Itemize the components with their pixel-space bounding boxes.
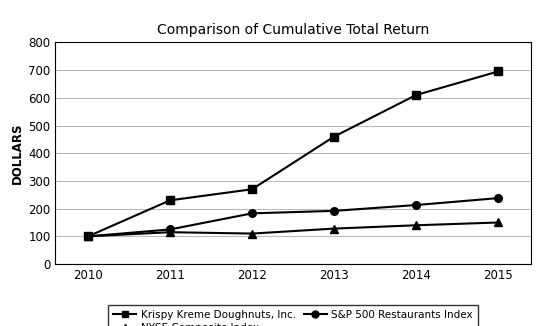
S&P 500 Restaurants Index — [331, 209, 337, 213]
Krispy Kreme Doughnuts, Inc. — [331, 135, 337, 139]
Line: NYSE Composite Index: NYSE Composite Index — [84, 219, 502, 240]
NYSE Composite Index — [167, 230, 174, 234]
S&P 500 Restaurants Index — [249, 211, 255, 215]
Line: S&P 500 Restaurants Index: S&P 500 Restaurants Index — [84, 194, 502, 240]
S&P 500 Restaurants Index — [413, 203, 419, 207]
S&P 500 Restaurants Index — [495, 196, 502, 200]
Krispy Kreme Doughnuts, Inc. — [495, 69, 502, 73]
Krispy Kreme Doughnuts, Inc. — [413, 93, 419, 97]
Legend: Krispy Kreme Doughnuts, Inc., NYSE Composite Index, S&P 500 Restaurants Index: Krispy Kreme Doughnuts, Inc., NYSE Compo… — [108, 305, 478, 326]
NYSE Composite Index — [85, 234, 91, 238]
S&P 500 Restaurants Index — [85, 234, 91, 238]
NYSE Composite Index — [495, 220, 502, 224]
Krispy Kreme Doughnuts, Inc. — [249, 187, 255, 191]
Y-axis label: DOLLARS: DOLLARS — [11, 123, 24, 184]
Krispy Kreme Doughnuts, Inc. — [167, 198, 174, 202]
Krispy Kreme Doughnuts, Inc. — [85, 234, 91, 238]
Line: Krispy Kreme Doughnuts, Inc.: Krispy Kreme Doughnuts, Inc. — [84, 68, 502, 240]
NYSE Composite Index — [331, 227, 337, 230]
NYSE Composite Index — [249, 231, 255, 235]
NYSE Composite Index — [413, 223, 419, 227]
S&P 500 Restaurants Index — [167, 228, 174, 231]
Title: Comparison of Cumulative Total Return: Comparison of Cumulative Total Return — [157, 23, 429, 37]
